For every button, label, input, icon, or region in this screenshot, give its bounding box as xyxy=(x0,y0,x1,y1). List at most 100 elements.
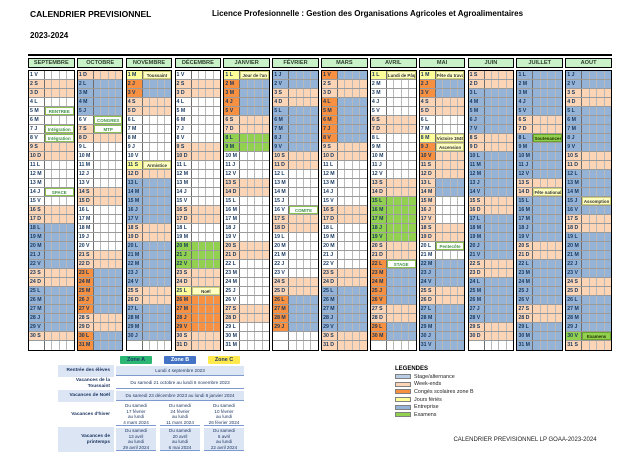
day-row: 5 M xyxy=(468,107,514,116)
day-cell xyxy=(360,170,367,178)
day-row: 14 M xyxy=(566,188,611,197)
day-row: 6 S xyxy=(224,116,269,125)
day-cell xyxy=(247,197,256,205)
day-row: 30 L xyxy=(77,332,123,341)
day-cell xyxy=(394,224,402,232)
day-row: 17 M xyxy=(370,215,416,224)
day-cell xyxy=(484,323,492,331)
day-row: 27 M xyxy=(29,305,74,314)
day-row: 19 V xyxy=(370,233,416,242)
day-cell xyxy=(360,143,367,151)
day-cell xyxy=(533,341,541,350)
day-cell xyxy=(386,206,395,214)
day-cell xyxy=(409,332,416,340)
day-row: 11 J xyxy=(370,161,416,170)
day-row: 13 M xyxy=(322,179,367,188)
day-cell xyxy=(52,314,60,322)
day-cell xyxy=(108,161,117,169)
day-cell xyxy=(401,224,410,232)
zone-header-zone-a: Zone A xyxy=(120,355,152,364)
day-cell xyxy=(93,269,102,277)
day-row: 25 M xyxy=(468,287,514,296)
day-cell xyxy=(604,80,611,88)
day-cell xyxy=(289,215,297,223)
day-cell xyxy=(311,314,318,322)
day-label: 20 M xyxy=(322,242,339,250)
day-cell xyxy=(540,71,549,79)
day-label: 18 L xyxy=(29,224,45,232)
day-label: 21 D xyxy=(224,251,241,259)
day-cell xyxy=(240,269,248,277)
day-label: 16 M xyxy=(517,206,534,214)
day-row: 6 M xyxy=(175,116,221,125)
day-cell xyxy=(409,224,416,232)
day-cell xyxy=(93,251,102,259)
day-row: 12 V xyxy=(224,170,269,179)
day-cell xyxy=(191,206,199,214)
day-cell xyxy=(394,206,402,214)
day-label: 2 S xyxy=(175,80,192,88)
day-label: 8 V xyxy=(29,134,45,142)
day-label: 17 D xyxy=(29,215,45,223)
legend-item: Examens xyxy=(395,411,474,419)
day-label: 23 J xyxy=(419,269,436,277)
day-cell xyxy=(164,116,172,124)
day-label: 16 S xyxy=(322,206,339,214)
day-label: 3 M xyxy=(370,89,387,97)
day-cell xyxy=(589,215,598,223)
day-cell xyxy=(206,323,214,331)
day-cell xyxy=(450,125,458,133)
day-label: 14 D xyxy=(517,188,534,196)
month-header: NOVEMBRE xyxy=(125,58,173,68)
day-cell xyxy=(604,260,611,268)
day-cell xyxy=(499,215,507,223)
day-row: 21 V xyxy=(468,251,514,260)
day-cell xyxy=(492,332,500,340)
day-cell xyxy=(289,260,297,268)
day-row xyxy=(371,341,416,350)
day-label: 24 V xyxy=(126,278,143,286)
day-cell xyxy=(506,179,514,187)
day-cell xyxy=(401,296,410,304)
day-cell xyxy=(52,260,60,268)
day-cell xyxy=(45,323,53,331)
day-label: 12 D xyxy=(419,170,436,178)
day-cell xyxy=(247,143,256,151)
day-cell xyxy=(101,89,109,97)
day-label: 7 J xyxy=(322,125,339,133)
day-row: 19 L xyxy=(273,233,318,242)
day-cell xyxy=(597,323,605,331)
day-cell xyxy=(198,314,207,322)
day-cell xyxy=(164,197,172,205)
day-row: 20 M xyxy=(273,242,318,251)
day-cell xyxy=(548,161,556,169)
day-cell xyxy=(101,98,109,106)
day-cell xyxy=(499,116,507,124)
day-cell xyxy=(582,89,590,97)
day-cell xyxy=(247,296,256,304)
zones-grid: Zone A Zone B Zone C Rentrée des élèves Lund… xyxy=(58,354,246,453)
day-cell xyxy=(157,152,165,160)
day-cell xyxy=(401,197,410,205)
day-row: 15 S xyxy=(468,197,514,206)
day-cell xyxy=(401,80,410,88)
day-label: 7 D xyxy=(224,125,241,133)
day-row: 5 M xyxy=(175,107,221,116)
day-cell xyxy=(555,170,563,178)
day-label: 9 J xyxy=(419,143,436,151)
day-cell xyxy=(499,287,507,295)
day-cell xyxy=(262,80,269,88)
day-cell xyxy=(247,206,256,214)
day-cell xyxy=(401,314,410,322)
day-cell xyxy=(311,224,318,232)
day-cell xyxy=(604,89,611,97)
day-row: 31 M xyxy=(224,341,269,350)
day-cell xyxy=(45,341,53,350)
day-cell xyxy=(191,134,199,142)
day-note: Fête nationale xyxy=(533,188,563,196)
day-cell xyxy=(443,215,451,223)
day-label: 30 D xyxy=(468,332,485,340)
